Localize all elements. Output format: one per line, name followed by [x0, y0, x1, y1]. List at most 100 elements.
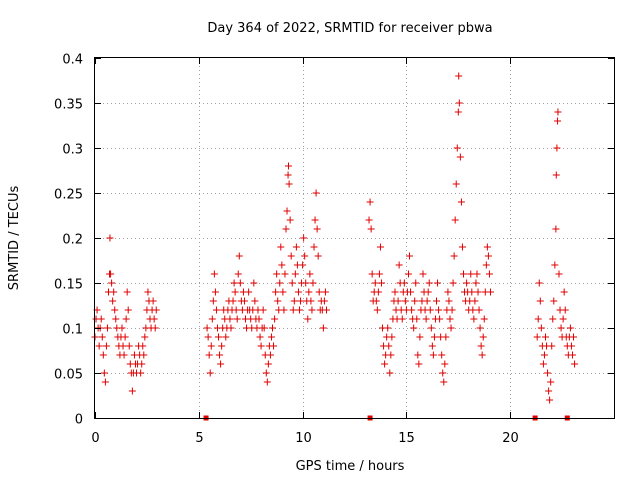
data-point [233, 315, 241, 323]
data-point [384, 324, 392, 332]
data-point [101, 378, 109, 386]
data-point [407, 288, 415, 296]
data-point [230, 279, 238, 287]
data-point [205, 351, 213, 359]
data-point [482, 261, 490, 269]
data-point [545, 387, 553, 395]
data-point [308, 306, 316, 314]
data-point [280, 306, 288, 314]
data-point [551, 261, 559, 269]
data-point [125, 342, 133, 350]
data-point [440, 378, 448, 386]
data-point [122, 315, 130, 323]
data-point [566, 324, 574, 332]
data-point [279, 288, 287, 296]
data-point [458, 243, 466, 251]
y-tick-label: 0.1 [62, 323, 83, 338]
data-point [423, 297, 431, 305]
data-point [368, 270, 376, 278]
data-point [144, 288, 152, 296]
data-point [282, 225, 290, 233]
data-point [119, 342, 127, 350]
data-point [106, 234, 114, 242]
data-point [438, 351, 446, 359]
data-point [309, 279, 317, 287]
data-point [128, 387, 136, 395]
data-point [374, 288, 382, 296]
data-point [285, 180, 293, 188]
y-tick-label: 0.15 [54, 278, 83, 293]
data-point [208, 315, 216, 323]
data-point [314, 252, 322, 260]
data-point [455, 99, 463, 107]
data-point [549, 315, 557, 323]
data-point [100, 369, 108, 377]
data-point [430, 333, 438, 341]
data-point [257, 342, 265, 350]
data-point [312, 189, 320, 197]
data-point [272, 288, 280, 296]
data-point [240, 297, 248, 305]
data-point [124, 306, 132, 314]
data-point [209, 297, 217, 305]
data-point [387, 351, 395, 359]
data-point [366, 198, 374, 206]
data-point [102, 342, 110, 350]
data-point [435, 306, 443, 314]
data-point [571, 360, 579, 368]
data-point [270, 342, 278, 350]
data-point [408, 306, 416, 314]
y-tick-label: 0.05 [54, 368, 83, 383]
data-point [284, 171, 292, 179]
data-point [260, 324, 268, 332]
data-point [111, 306, 119, 314]
data-point [107, 270, 115, 278]
data-point [120, 351, 128, 359]
data-point [226, 315, 234, 323]
data-point [291, 270, 299, 278]
data-point [422, 315, 430, 323]
data-point [391, 288, 399, 296]
data-point [203, 324, 211, 332]
y-tick-label: 0.4 [62, 53, 83, 68]
data-point [231, 288, 239, 296]
data-point [427, 324, 435, 332]
data-point [304, 315, 312, 323]
data-point [479, 333, 487, 341]
data-point [483, 243, 491, 251]
y-tick-label: 0.3 [62, 143, 83, 158]
data-point [394, 297, 402, 305]
data-point [232, 306, 240, 314]
data-point [151, 324, 159, 332]
data-point [365, 216, 373, 224]
chart-title: Day 364 of 2022, SRMTID for receiver pbw… [207, 21, 492, 36]
data-point [537, 324, 545, 332]
data-point [485, 270, 493, 278]
data-point [470, 315, 478, 323]
data-point [311, 216, 319, 224]
data-point [108, 279, 116, 287]
data-point [553, 144, 561, 152]
data-point [245, 288, 253, 296]
y-tick-label: 0.35 [54, 98, 83, 113]
data-point [548, 342, 556, 350]
data-point [278, 261, 286, 269]
data-point [550, 297, 558, 305]
data-point [540, 351, 548, 359]
data-point [459, 270, 467, 278]
data-point [141, 333, 149, 341]
data-point [557, 324, 565, 332]
data-point [150, 315, 158, 323]
data-point [414, 351, 422, 359]
data-point [284, 162, 292, 170]
data-point [299, 261, 307, 269]
y-axis-label: SRMTID / TECUs [7, 186, 22, 291]
data-point [413, 315, 421, 323]
data-point [552, 225, 560, 233]
data-point [286, 216, 294, 224]
data-point [386, 369, 394, 377]
data-point [281, 270, 289, 278]
data-point [305, 288, 313, 296]
data-point [206, 369, 214, 377]
data-point [441, 360, 449, 368]
